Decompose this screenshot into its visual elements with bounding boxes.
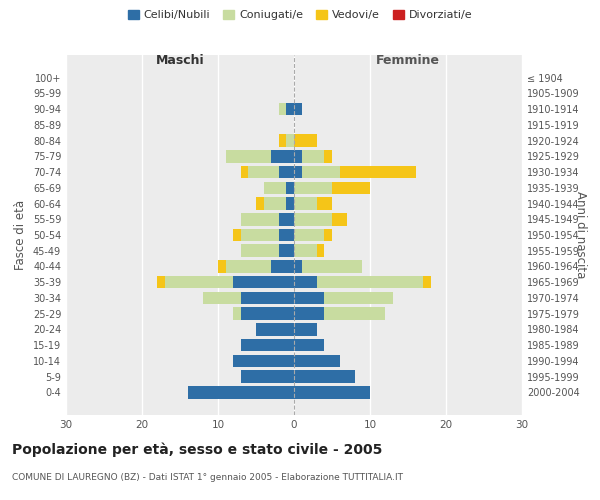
Bar	[294, 166, 302, 178]
Bar	[241, 213, 279, 226]
Bar	[226, 260, 271, 273]
Bar	[241, 308, 294, 320]
Bar	[294, 276, 317, 288]
Bar	[241, 339, 294, 351]
Bar	[340, 166, 416, 178]
Y-axis label: Anni di nascita: Anni di nascita	[574, 192, 587, 278]
Bar	[325, 308, 385, 320]
Bar	[241, 370, 294, 383]
Bar	[294, 213, 332, 226]
Text: Femmine: Femmine	[376, 54, 440, 66]
Bar	[286, 197, 294, 210]
Bar	[294, 308, 325, 320]
Bar	[294, 370, 355, 383]
Bar	[203, 292, 241, 304]
Bar	[241, 166, 248, 178]
Bar	[294, 292, 325, 304]
Text: COMUNE DI LAUREGNO (BZ) - Dati ISTAT 1° gennaio 2005 - Elaborazione TUTTITALIA.I: COMUNE DI LAUREGNO (BZ) - Dati ISTAT 1° …	[12, 472, 403, 482]
Bar	[294, 182, 332, 194]
Bar	[317, 197, 332, 210]
Bar	[256, 197, 263, 210]
Bar	[226, 150, 271, 162]
Bar	[294, 323, 317, 336]
Bar	[317, 276, 423, 288]
Bar	[302, 260, 362, 273]
Bar	[263, 197, 286, 210]
Bar	[294, 244, 317, 257]
Bar	[294, 386, 370, 398]
Bar	[263, 182, 286, 194]
Bar	[294, 228, 325, 241]
Bar	[241, 292, 294, 304]
Bar	[233, 354, 294, 367]
Bar	[294, 150, 302, 162]
Bar	[233, 228, 241, 241]
Bar	[279, 228, 294, 241]
Bar	[294, 103, 302, 116]
Bar	[294, 197, 317, 210]
Bar	[241, 244, 279, 257]
Bar	[294, 134, 317, 147]
Bar	[286, 182, 294, 194]
Bar	[157, 276, 165, 288]
Bar	[325, 292, 393, 304]
Bar	[286, 134, 294, 147]
Bar	[302, 166, 340, 178]
Bar	[165, 276, 233, 288]
Text: Maschi: Maschi	[155, 54, 205, 66]
Bar	[279, 103, 286, 116]
Bar	[325, 228, 332, 241]
Bar	[271, 150, 294, 162]
Bar	[279, 134, 286, 147]
Bar	[294, 260, 302, 273]
Bar	[294, 354, 340, 367]
Bar	[302, 150, 325, 162]
Bar	[188, 386, 294, 398]
Bar	[317, 244, 325, 257]
Y-axis label: Fasce di età: Fasce di età	[14, 200, 27, 270]
Bar	[279, 244, 294, 257]
Bar	[279, 166, 294, 178]
Text: Popolazione per età, sesso e stato civile - 2005: Popolazione per età, sesso e stato civil…	[12, 442, 382, 457]
Bar	[286, 103, 294, 116]
Bar	[423, 276, 431, 288]
Bar	[218, 260, 226, 273]
Bar	[332, 182, 370, 194]
Bar	[241, 228, 279, 241]
Bar	[332, 213, 347, 226]
Bar	[233, 276, 294, 288]
Legend: Celibi/Nubili, Coniugati/e, Vedovi/e, Divorziati/e: Celibi/Nubili, Coniugati/e, Vedovi/e, Di…	[124, 6, 476, 25]
Bar	[233, 308, 241, 320]
Bar	[325, 150, 332, 162]
Bar	[279, 213, 294, 226]
Bar	[271, 260, 294, 273]
Bar	[248, 166, 279, 178]
Bar	[256, 323, 294, 336]
Bar	[294, 339, 325, 351]
